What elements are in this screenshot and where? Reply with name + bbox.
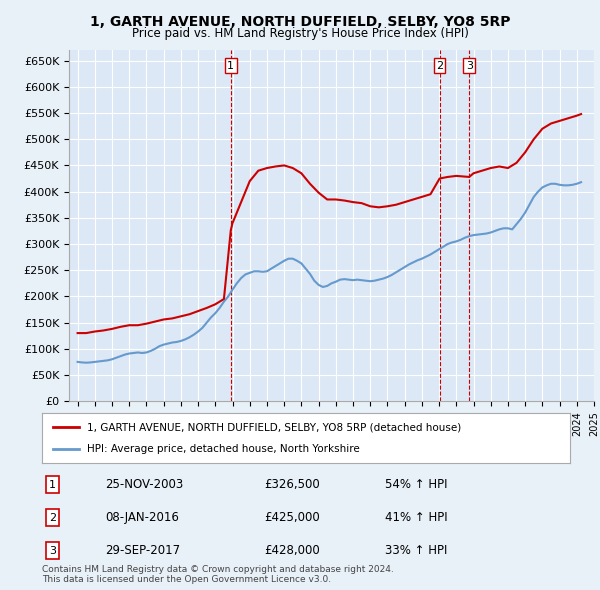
- Text: 1: 1: [227, 61, 235, 71]
- Text: Price paid vs. HM Land Registry's House Price Index (HPI): Price paid vs. HM Land Registry's House …: [131, 27, 469, 40]
- Text: HPI: Average price, detached house, North Yorkshire: HPI: Average price, detached house, Nort…: [87, 444, 359, 454]
- Text: 3: 3: [466, 61, 473, 71]
- Text: 2: 2: [436, 61, 443, 71]
- Text: £425,000: £425,000: [264, 511, 320, 525]
- Text: 1: 1: [49, 480, 56, 490]
- Text: Contains HM Land Registry data © Crown copyright and database right 2024.
This d: Contains HM Land Registry data © Crown c…: [42, 565, 394, 584]
- Text: 25-NOV-2003: 25-NOV-2003: [106, 478, 184, 491]
- Text: 1, GARTH AVENUE, NORTH DUFFIELD, SELBY, YO8 5RP (detached house): 1, GARTH AVENUE, NORTH DUFFIELD, SELBY, …: [87, 422, 461, 432]
- Text: 1, GARTH AVENUE, NORTH DUFFIELD, SELBY, YO8 5RP: 1, GARTH AVENUE, NORTH DUFFIELD, SELBY, …: [90, 15, 510, 29]
- Text: 33% ↑ HPI: 33% ↑ HPI: [385, 544, 448, 558]
- Text: £326,500: £326,500: [264, 478, 320, 491]
- Text: 3: 3: [49, 546, 56, 556]
- Text: 08-JAN-2016: 08-JAN-2016: [106, 511, 179, 525]
- Text: £428,000: £428,000: [264, 544, 320, 558]
- Text: 29-SEP-2017: 29-SEP-2017: [106, 544, 181, 558]
- Text: 2: 2: [49, 513, 56, 523]
- Text: 54% ↑ HPI: 54% ↑ HPI: [385, 478, 448, 491]
- Text: 41% ↑ HPI: 41% ↑ HPI: [385, 511, 448, 525]
